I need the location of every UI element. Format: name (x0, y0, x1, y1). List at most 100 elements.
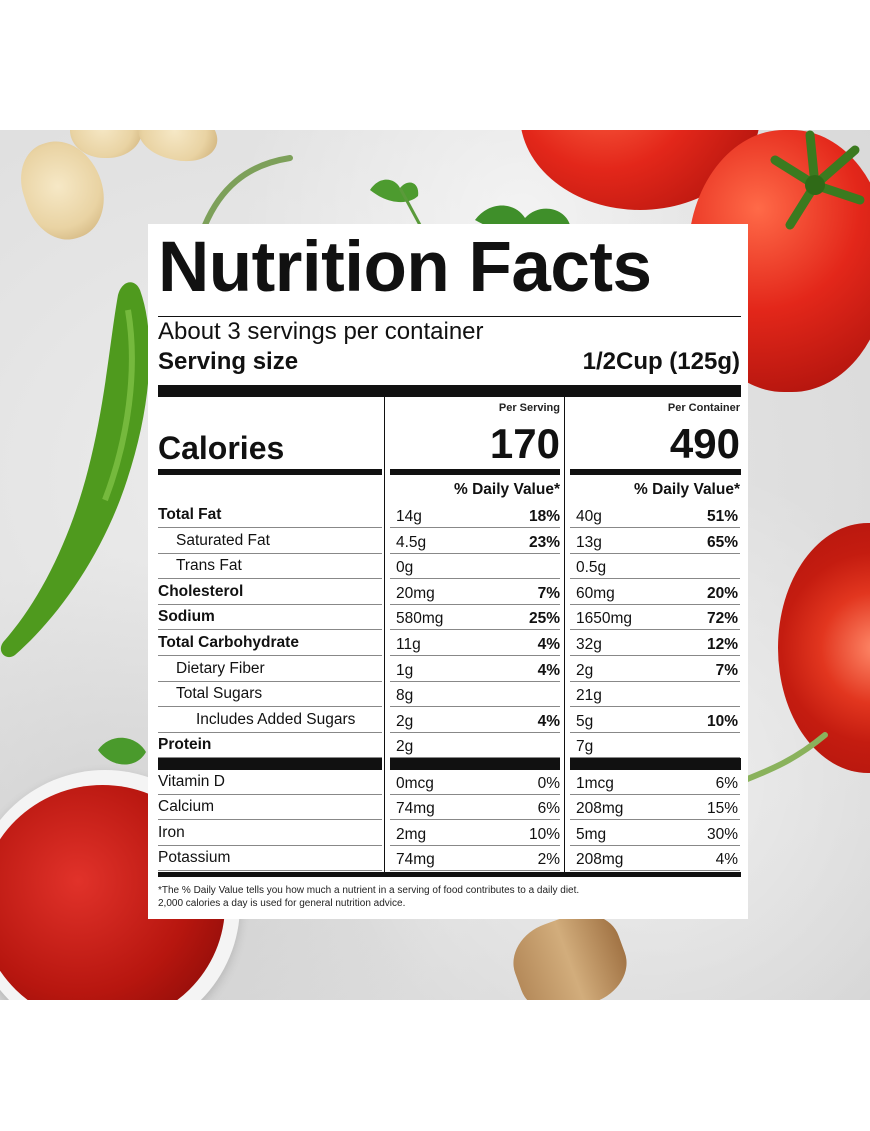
per-serving-amount: 11g (396, 636, 421, 653)
per-serving-amount: 8g (396, 687, 414, 705)
nutrient-row: Total Carbohydrate 11g 4% 32g 12% (148, 631, 748, 656)
per-container-daily-value: 65% (706, 533, 738, 551)
per-serving-amount: 580mg (396, 610, 444, 628)
per-container-daily-value: 30% (706, 825, 738, 843)
row-divider (390, 527, 560, 528)
row-divider (158, 680, 382, 682)
row-divider (570, 757, 740, 759)
row-divider (570, 552, 740, 554)
per-container-daily-value: 10% (706, 712, 738, 730)
per-container-amount: 5mg (576, 825, 607, 843)
row-divider (390, 578, 560, 580)
thick-rule-vitamins (570, 758, 741, 770)
tomato-stem-icon (770, 130, 865, 230)
row-divider (390, 552, 560, 554)
per-serving-heading: Per Serving (498, 402, 560, 414)
per-serving-amount: 20mg (396, 584, 435, 602)
servings-per-container: About 3 servings per container (158, 318, 484, 345)
nutrient-row: Dietary Fiber 1g 4% 2g 7% (148, 657, 748, 682)
thick-rule-vitamins (390, 758, 560, 770)
per-container-daily-value: 4% (715, 851, 738, 869)
row-divider (158, 731, 382, 733)
row-divider (158, 629, 382, 631)
per-serving-daily-value: 10% (528, 825, 560, 843)
serving-size-value: 1/2Cup (125g) (582, 348, 740, 375)
row-divider (570, 706, 740, 708)
row-divider (390, 680, 560, 682)
nutrient-name: Iron (158, 823, 185, 841)
row-divider (570, 527, 740, 528)
nutrient-name: Includes Added Sugars (196, 710, 356, 728)
row-divider (390, 731, 560, 733)
row-divider (390, 794, 560, 795)
row-divider (390, 819, 560, 821)
label-title: Nutrition Facts (158, 228, 652, 307)
nutrition-label: Nutrition Facts About 3 servings per con… (148, 224, 748, 919)
column-divider (564, 397, 565, 872)
cilantro-icon (370, 179, 422, 226)
row-divider (390, 757, 560, 759)
calories-rule (570, 469, 741, 475)
per-container-amount: 32g (576, 636, 602, 653)
per-container-amount: 21g (576, 687, 602, 705)
row-divider (158, 794, 382, 795)
per-container-daily-value: 72% (706, 610, 738, 628)
row-divider (158, 819, 382, 821)
nutrient-name: Cholesterol (158, 582, 244, 600)
per-container-amount: 1650mg (576, 610, 633, 628)
thick-rule-bottom (158, 872, 741, 877)
per-serving-amount: 0mcg (396, 775, 434, 792)
title-rule (158, 316, 741, 317)
footnote-line: *The % Daily Value tells you how much a … (158, 885, 580, 896)
per-container-heading: Per Container (667, 402, 740, 414)
thick-rule-vitamins (158, 758, 382, 770)
nutrient-row: Cholesterol 20mg 7% 60mg 20% (148, 580, 748, 605)
per-serving-amount: 14g (396, 508, 422, 525)
per-container-amount: 7g (576, 738, 594, 756)
green-chili-pepper-icon (0, 282, 150, 658)
per-serving-amount: 4.5g (396, 533, 427, 551)
per-container-daily-value: 12% (706, 636, 738, 653)
per-serving-daily-value: 23% (528, 533, 560, 551)
row-divider (390, 870, 560, 872)
row-divider (158, 552, 382, 554)
row-divider (158, 844, 382, 846)
row-divider (390, 629, 560, 631)
row-divider (570, 844, 740, 846)
calories-label: Calories (158, 430, 285, 466)
row-divider (158, 655, 382, 656)
row-divider (158, 603, 382, 605)
row-divider (570, 603, 740, 605)
nutrient-name: Calcium (158, 798, 214, 816)
calories-per-container: 490 (669, 420, 740, 467)
per-serving-daily-value: 2% (537, 851, 560, 869)
per-serving-daily-value: 4% (537, 636, 560, 653)
row-divider (158, 870, 382, 872)
per-container-amount: 5g (576, 712, 594, 730)
vitamin-row: Calcium 74mg 6% 208mg 15% (148, 795, 748, 821)
row-divider (390, 603, 560, 605)
vitamin-row: Potassium 74mg 2% 208mg 4% (148, 846, 748, 872)
nutrient-row: Includes Added Sugars 2g 4% 5g 10% (148, 708, 748, 733)
cilantro-icon (98, 737, 146, 765)
per-container-amount: 60mg (576, 584, 615, 602)
per-container-amount: 208mg (576, 851, 624, 869)
calories-rule (390, 469, 560, 475)
per-container-amount: 1mcg (576, 775, 614, 792)
per-container-daily-value: 51% (706, 508, 738, 525)
nutrient-row: Protein 2g 7g (148, 733, 748, 759)
per-serving-amount: 2g (396, 738, 414, 756)
per-serving-daily-value: 25% (528, 610, 560, 628)
nutrient-row: Sodium 580mg 25% 1650mg 72% (148, 605, 748, 631)
row-divider (390, 844, 560, 846)
per-container-amount: 0.5g (576, 559, 607, 577)
per-container-daily-value: 6% (715, 775, 738, 792)
column-divider (384, 397, 385, 872)
daily-value-heading: % Daily Value* (454, 481, 560, 498)
row-divider (158, 757, 382, 759)
per-serving-amount: 2g (396, 712, 414, 730)
footnote-line: 2,000 calories a day is used for general… (158, 898, 406, 909)
nutrient-name: Dietary Fiber (176, 659, 265, 677)
per-container-amount: 2g (576, 661, 594, 679)
vine-stem-icon (742, 732, 828, 783)
